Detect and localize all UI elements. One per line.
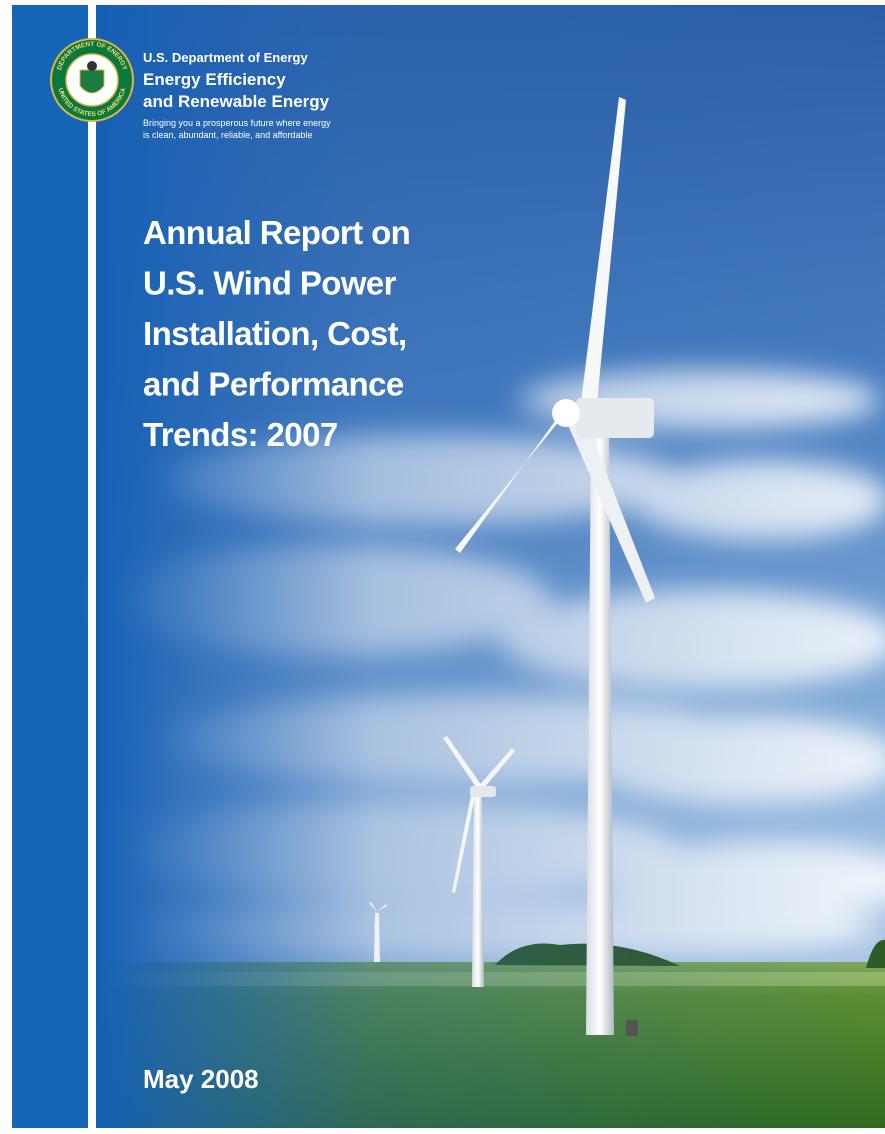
seal: DEPARTMENT OF ENERGY UNITED STATES OF AM… xyxy=(51,39,133,121)
tagline: is clean, abundant, reliable, and afford… xyxy=(143,130,312,140)
left-fade xyxy=(96,5,885,1128)
tagline: Bringing you a prosperous future where e… xyxy=(143,118,331,128)
agency: U.S. Department of Energy xyxy=(143,50,308,65)
title-line: Installation, Cost, xyxy=(143,315,407,352)
date: May 2008 xyxy=(143,1064,259,1094)
office: and Renewable Energy xyxy=(143,92,330,111)
cover: DEPARTMENT OF ENERGY UNITED STATES OF AM… xyxy=(0,0,885,1134)
left-stripe xyxy=(12,5,88,1128)
title-line: Trends: 2007 xyxy=(143,416,338,453)
title-line: and Performance xyxy=(143,366,404,403)
office: Energy Efficiency xyxy=(143,70,286,89)
title-line: Annual Report on xyxy=(143,214,410,251)
title-line: U.S. Wind Power xyxy=(143,265,397,302)
